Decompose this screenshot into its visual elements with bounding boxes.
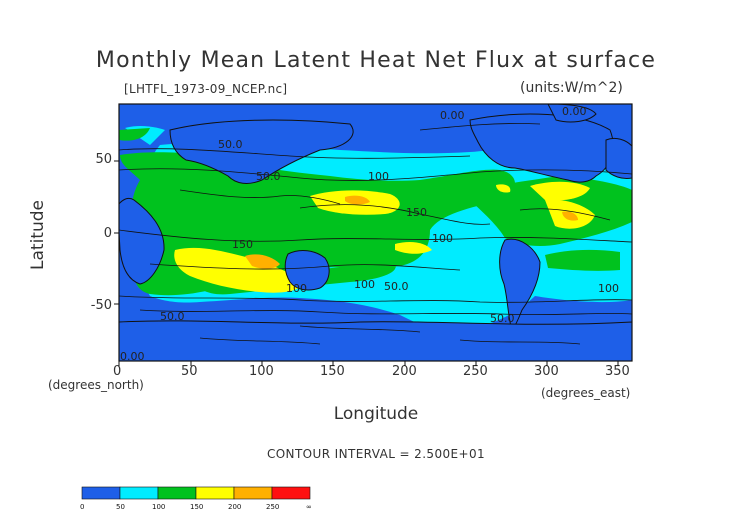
colorbar-label: 250: [266, 503, 280, 511]
contour-label: 0.00: [120, 350, 145, 363]
y-tick-label: -50: [90, 298, 112, 313]
level-200-250-regions: [245, 195, 578, 269]
tick-marks: [114, 160, 619, 366]
y-tick-label: 50: [95, 152, 112, 167]
contour-label: 50.0: [384, 280, 409, 293]
colorbar-label: ∞: [306, 503, 312, 511]
colorbar-swatch: [81, 486, 121, 500]
land-regions: [119, 104, 632, 361]
x-tick-label: 250: [463, 364, 488, 379]
x-tick-label: 0: [113, 364, 122, 379]
contour-label-group: 0.00 0.00 50.0 50.0 100 150 150 100 100 …: [120, 105, 619, 363]
colorbar-label: 200: [228, 503, 242, 511]
contour-label: 100: [598, 282, 619, 295]
y-axis-unit-label: (degrees_north): [48, 378, 144, 392]
contour-label: 0.00: [562, 105, 587, 118]
x-tick-label: 300: [534, 364, 559, 379]
contour-label: 0.00: [440, 109, 465, 122]
x-tick-label: 150: [320, 364, 345, 379]
contour-label: 150: [406, 206, 427, 219]
contour-label: 50.0: [218, 138, 243, 151]
x-tick-label: 200: [392, 364, 417, 379]
colorbar-label: 100: [152, 503, 166, 511]
contour-label: 150: [232, 238, 253, 251]
x-axis-unit-label: (degrees_east): [541, 386, 631, 400]
colorbar-swatch: [271, 486, 311, 500]
contour-lines: [119, 123, 632, 345]
contour-interval-note: CONTOUR INTERVAL = 2.500E+01: [266, 447, 486, 461]
map-title: Monthly Mean Latent Heat Net Flux at sur…: [95, 48, 657, 73]
contour-label: 100: [286, 282, 307, 295]
colorbar-swatch: [157, 486, 197, 500]
y-tick-label: 0: [103, 226, 112, 241]
contour-label: 50.0: [160, 310, 185, 323]
x-tick-label: 100: [249, 364, 274, 379]
colorbar-label: 0: [80, 503, 85, 511]
x-tick-label: 50: [181, 364, 198, 379]
colorbar-swatch: [195, 486, 235, 500]
colorbar-label: 150: [190, 503, 204, 511]
flux-heatmap: [119, 104, 632, 361]
contour-label: 100: [368, 170, 389, 183]
contour-label: 50.0: [490, 312, 515, 325]
colorbar: [81, 486, 311, 500]
x-axis-label: Longitude: [333, 404, 419, 424]
colorbar-label: 50: [116, 503, 125, 511]
x-tick-label: 350: [605, 364, 630, 379]
contour-label: 100: [432, 232, 453, 245]
colorbar-swatch: [119, 486, 159, 500]
contour-label: 100: [354, 278, 375, 291]
colorbar-swatch: [233, 486, 273, 500]
source-file-label: [LHTFL_1973-09_NCEP.nc]: [124, 82, 288, 96]
units-label: (units:W/m^2): [520, 80, 623, 96]
contour-label: 50.0: [256, 170, 281, 183]
